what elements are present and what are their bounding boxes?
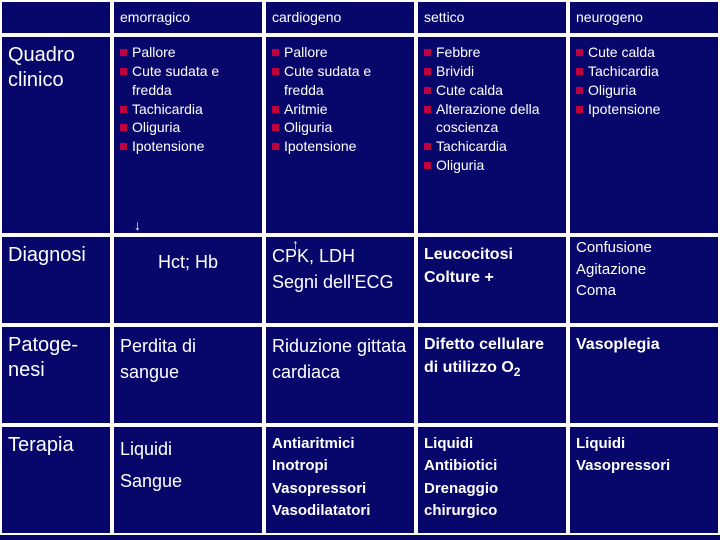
value-text: Leucocitosi Colture + [424, 243, 560, 289]
quadro-settico: FebbreBrividiCute caldaAlterazione della… [416, 35, 568, 235]
arrow-down-icon: ↓ [134, 216, 141, 235]
value-text: Liquidi Sangue [120, 433, 256, 498]
value-text: Antiaritmici Inotropi Vasopressori Vasod… [272, 433, 408, 523]
bullet-item: Oliguria [120, 118, 256, 137]
row-label-diagnosi: Diagnosi [0, 235, 112, 325]
bullet-list: PalloreCute sudata e freddaAritmieOligur… [272, 43, 408, 156]
value-text: Confusione Agitazione Coma [576, 237, 712, 302]
bullet-item: Pallore [272, 43, 408, 62]
value-text: Perdita di sangue [120, 333, 256, 385]
bullet-item: Ipotensione [272, 137, 408, 156]
value-text: Difetto cellulare di utilizzo O2 [424, 333, 560, 382]
label-text: Quadro clinico [8, 44, 75, 91]
label-text: Diagnosi [8, 244, 86, 266]
bullet-item: Oliguria [424, 156, 560, 175]
diagnosi-cardiogeno: ↑ CPK, LDH Segni dell'ECG [264, 235, 416, 325]
value-text: Vasoplegia [576, 333, 712, 356]
patogenesi-neurogeno: Vasoplegia [568, 325, 720, 425]
row-label-terapia: Terapia [0, 425, 112, 535]
header-empty [0, 0, 112, 35]
diagnosi-emorragico: Hct; Hb [112, 235, 264, 325]
quadro-emorragico: PalloreCute sudata e freddaTachicardiaOl… [112, 35, 264, 235]
terapia-emorragico: Liquidi Sangue [112, 425, 264, 535]
bullet-item: Pallore [120, 43, 256, 62]
terapia-neurogeno: Liquidi Vasopressori [568, 425, 720, 535]
patogenesi-settico: Difetto cellulare di utilizzo O2 [416, 325, 568, 425]
row-label-quadro: Quadro clinico [0, 35, 112, 235]
bullet-list: Cute caldaTachicardiaOliguriaIpotensione [576, 43, 712, 119]
value-text: Hct; Hb [120, 243, 256, 275]
bullet-item: Ipotensione [120, 137, 256, 156]
diagnosi-neurogeno: Confusione Agitazione Coma [568, 235, 720, 325]
col-label: settico [424, 9, 464, 25]
value-text: Liquidi Vasopressori [576, 433, 712, 478]
bullet-item: Cute calda [576, 43, 712, 62]
quadro-cardiogeno: PalloreCute sudata e freddaAritmieOligur… [264, 35, 416, 235]
arrow-up-icon: ↑ [292, 235, 299, 254]
row-label-patogenesi: Patoge- nesi [0, 325, 112, 425]
bullet-item: Cute sudata e fredda [272, 62, 408, 100]
header-cardiogeno: cardiogeno [264, 0, 416, 35]
quadro-neurogeno: Cute caldaTachicardiaOliguriaIpotensione [568, 35, 720, 235]
bullet-item: Oliguria [272, 118, 408, 137]
patogenesi-emorragico: Perdita di sangue [112, 325, 264, 425]
bullet-list: FebbreBrividiCute caldaAlterazione della… [424, 43, 560, 175]
bullet-item: Tachicardia [576, 62, 712, 81]
bullet-item: Oliguria [576, 81, 712, 100]
bullet-item: Tachicardia [120, 100, 256, 119]
col-label: emorragico [120, 9, 190, 25]
col-label: cardiogeno [272, 9, 341, 25]
label-text: Patoge- nesi [8, 334, 78, 381]
bullet-item: Tachicardia [424, 137, 560, 156]
bullet-item: Aritmie [272, 100, 408, 119]
bullet-list: PalloreCute sudata e freddaTachicardiaOl… [120, 43, 256, 156]
diagnosi-settico: Leucocitosi Colture + [416, 235, 568, 325]
terapia-settico: Liquidi Antibiotici Drenaggio chirurgico [416, 425, 568, 535]
bullet-item: Cute sudata e fredda [120, 62, 256, 100]
bullet-item: Febbre [424, 43, 560, 62]
bullet-item: Alterazione della coscienza [424, 100, 560, 138]
bullet-item: Ipotensione [576, 100, 712, 119]
value-text: Liquidi Antibiotici Drenaggio chirurgico [424, 433, 560, 523]
header-settico: settico [416, 0, 568, 35]
header-neurogeno: neurogeno [568, 0, 720, 35]
label-text: Terapia [8, 434, 74, 456]
shock-types-table: emorragico cardiogeno settico neurogeno … [0, 0, 720, 535]
bullet-item: Brividi [424, 62, 560, 81]
bullet-item: Cute calda [424, 81, 560, 100]
header-emorragico: emorragico [112, 0, 264, 35]
col-label: neurogeno [576, 9, 643, 25]
value-text: Riduzione gittata cardiaca [272, 333, 408, 385]
patogenesi-cardiogeno: Riduzione gittata cardiaca [264, 325, 416, 425]
terapia-cardiogeno: Antiaritmici Inotropi Vasopressori Vasod… [264, 425, 416, 535]
